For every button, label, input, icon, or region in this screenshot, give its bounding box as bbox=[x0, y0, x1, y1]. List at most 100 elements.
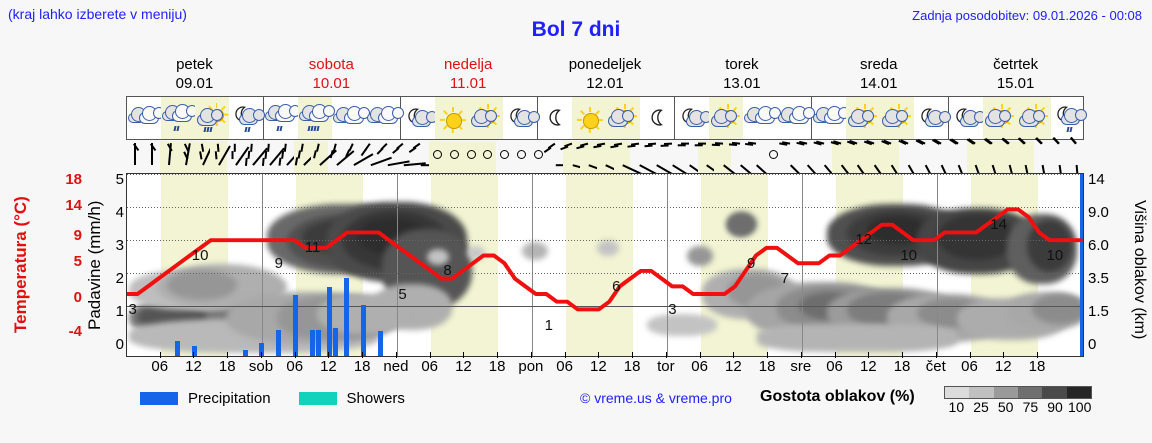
sun-icon bbox=[435, 101, 469, 135]
moon-cloud-icon bbox=[914, 101, 951, 135]
copyright-link[interactable]: © vreme.us & vreme.pro bbox=[580, 390, 732, 406]
wind-barb-cell bbox=[513, 141, 530, 173]
wind-barb bbox=[745, 142, 775, 181]
wind-barb-cell bbox=[126, 141, 143, 173]
wind-barb bbox=[262, 143, 285, 169]
sun-cloud-icon bbox=[606, 101, 640, 135]
wind-barb-cell bbox=[376, 141, 410, 173]
horizontal-gridline bbox=[127, 207, 1083, 208]
wind-barb bbox=[711, 142, 742, 180]
weather-icon-cell bbox=[743, 97, 781, 139]
precipitation-bar bbox=[242, 350, 248, 356]
weather-icon-cell bbox=[846, 97, 880, 139]
wind-barb-cell bbox=[576, 141, 611, 174]
wind-barb-cell bbox=[745, 141, 775, 181]
wind-barb bbox=[133, 143, 140, 169]
x-axis-tick-label: čet bbox=[925, 358, 946, 375]
sun-cloud-icon bbox=[709, 101, 743, 135]
day-header-4: ponedeljek 12.01 bbox=[537, 55, 674, 95]
cloud-density-step-label: 10 bbox=[948, 399, 965, 415]
cloud-density-blob bbox=[427, 249, 449, 265]
wind-barb bbox=[932, 139, 953, 186]
wind-barb-cell bbox=[864, 140, 889, 184]
wind-barb-cell bbox=[728, 141, 758, 180]
cloud-density-step-label: 100 bbox=[1068, 399, 1092, 415]
wind-barb-cell bbox=[143, 141, 160, 173]
sun-cloud-icon bbox=[880, 101, 914, 135]
x-axis-tick-label: ned bbox=[383, 358, 409, 375]
temperature-label: 10 bbox=[191, 246, 209, 264]
wind-barb-cell bbox=[1017, 137, 1034, 187]
precipitation-swatch bbox=[140, 391, 178, 405]
wind-barb bbox=[409, 143, 444, 169]
wind-barb-cell bbox=[1034, 137, 1051, 187]
cloud-density-step-4 bbox=[1017, 387, 1043, 398]
precip-tick: 4 bbox=[115, 204, 124, 221]
wind-barb-cell bbox=[227, 141, 250, 173]
wind-barb bbox=[360, 143, 392, 169]
wind-barb-cell bbox=[345, 141, 374, 173]
cloud-density-step-5 bbox=[1042, 387, 1067, 398]
wind-barb bbox=[1000, 138, 1016, 187]
cloud-density-blob bbox=[687, 246, 713, 266]
daylight-band bbox=[565, 174, 634, 356]
cloudy-rain-icon bbox=[264, 101, 301, 135]
day-header-5: torek 13.01 bbox=[673, 55, 810, 95]
wind-barb-cell bbox=[813, 140, 840, 183]
cloud-height-axis-ticks: 14 9.0 6.0 3.5 1.5 0 bbox=[1088, 165, 1128, 365]
temp-tick: 18 bbox=[65, 171, 82, 188]
day-header-6: sreda 14.01 bbox=[810, 55, 947, 95]
weather-icon-cell bbox=[812, 97, 850, 139]
x-axis-tick-label: 12 bbox=[590, 358, 607, 375]
horizontal-gridline bbox=[127, 273, 1083, 274]
day-name: sreda bbox=[859, 56, 898, 73]
precipitation-bar bbox=[377, 331, 383, 356]
precipitation-bar bbox=[293, 294, 299, 356]
sun-cloud-icon bbox=[983, 101, 1017, 135]
wind-barb-row bbox=[126, 137, 1084, 187]
weather-icon-cell bbox=[503, 97, 540, 139]
cloud-tick: 6.0 bbox=[1088, 237, 1109, 254]
day-date: 11.01 bbox=[449, 75, 487, 92]
sun-cloud-icon bbox=[1017, 101, 1051, 135]
x-axis-tick-label: 12 bbox=[320, 358, 337, 375]
day-name: petek bbox=[176, 56, 213, 73]
cloud-tick: 14 bbox=[1088, 171, 1105, 188]
x-axis-tick-label: 12 bbox=[185, 358, 202, 375]
cloudy-rain-icon bbox=[161, 101, 198, 135]
wind-barb bbox=[1052, 137, 1064, 187]
day-name: torek bbox=[725, 56, 759, 73]
wind-barb-cell bbox=[796, 141, 824, 182]
right-axis-marker bbox=[1080, 174, 1083, 356]
wind-barb-cell bbox=[328, 141, 355, 173]
wind-barb bbox=[881, 139, 905, 185]
x-axis-tick-label: 18 bbox=[758, 358, 776, 375]
cloud-density-blob bbox=[167, 270, 237, 300]
cloudy-icon bbox=[777, 101, 815, 135]
wind-barb bbox=[644, 143, 676, 177]
wind-barb-cell bbox=[445, 141, 463, 173]
wind-barb bbox=[245, 143, 268, 169]
precip-tick: 5 bbox=[115, 171, 124, 188]
precip-tick: 3 bbox=[115, 237, 124, 254]
wind-barb bbox=[1035, 137, 1048, 187]
cloud-density-blob bbox=[522, 242, 548, 260]
precipitation-bar bbox=[259, 342, 265, 356]
cloud-density-legend: 10 25 50 75 90 100 bbox=[944, 386, 1092, 415]
wind-barb bbox=[313, 143, 338, 169]
location-menu-note[interactable]: (kraj lahko izberete v meniju) bbox=[8, 6, 187, 22]
day-date: 14.01 bbox=[859, 75, 898, 92]
cloud-density-step-label: 75 bbox=[1022, 399, 1039, 415]
calm-wind-icon bbox=[517, 150, 527, 159]
moon-cloud-icon bbox=[949, 101, 986, 135]
temp-tick: -4 bbox=[68, 323, 82, 340]
temperature-label: 12 bbox=[855, 231, 873, 249]
sun-cloud-icon bbox=[846, 101, 880, 135]
cloudy-icon bbox=[332, 101, 370, 135]
cloud-density-step-label: 50 bbox=[997, 399, 1014, 415]
weather-icon-cell bbox=[640, 97, 674, 139]
temperature-label: 1 bbox=[544, 316, 553, 334]
cloud-density-gradient-bar bbox=[944, 386, 1092, 399]
wind-barb-cell bbox=[277, 141, 302, 173]
weather-icon-cell bbox=[949, 97, 986, 139]
